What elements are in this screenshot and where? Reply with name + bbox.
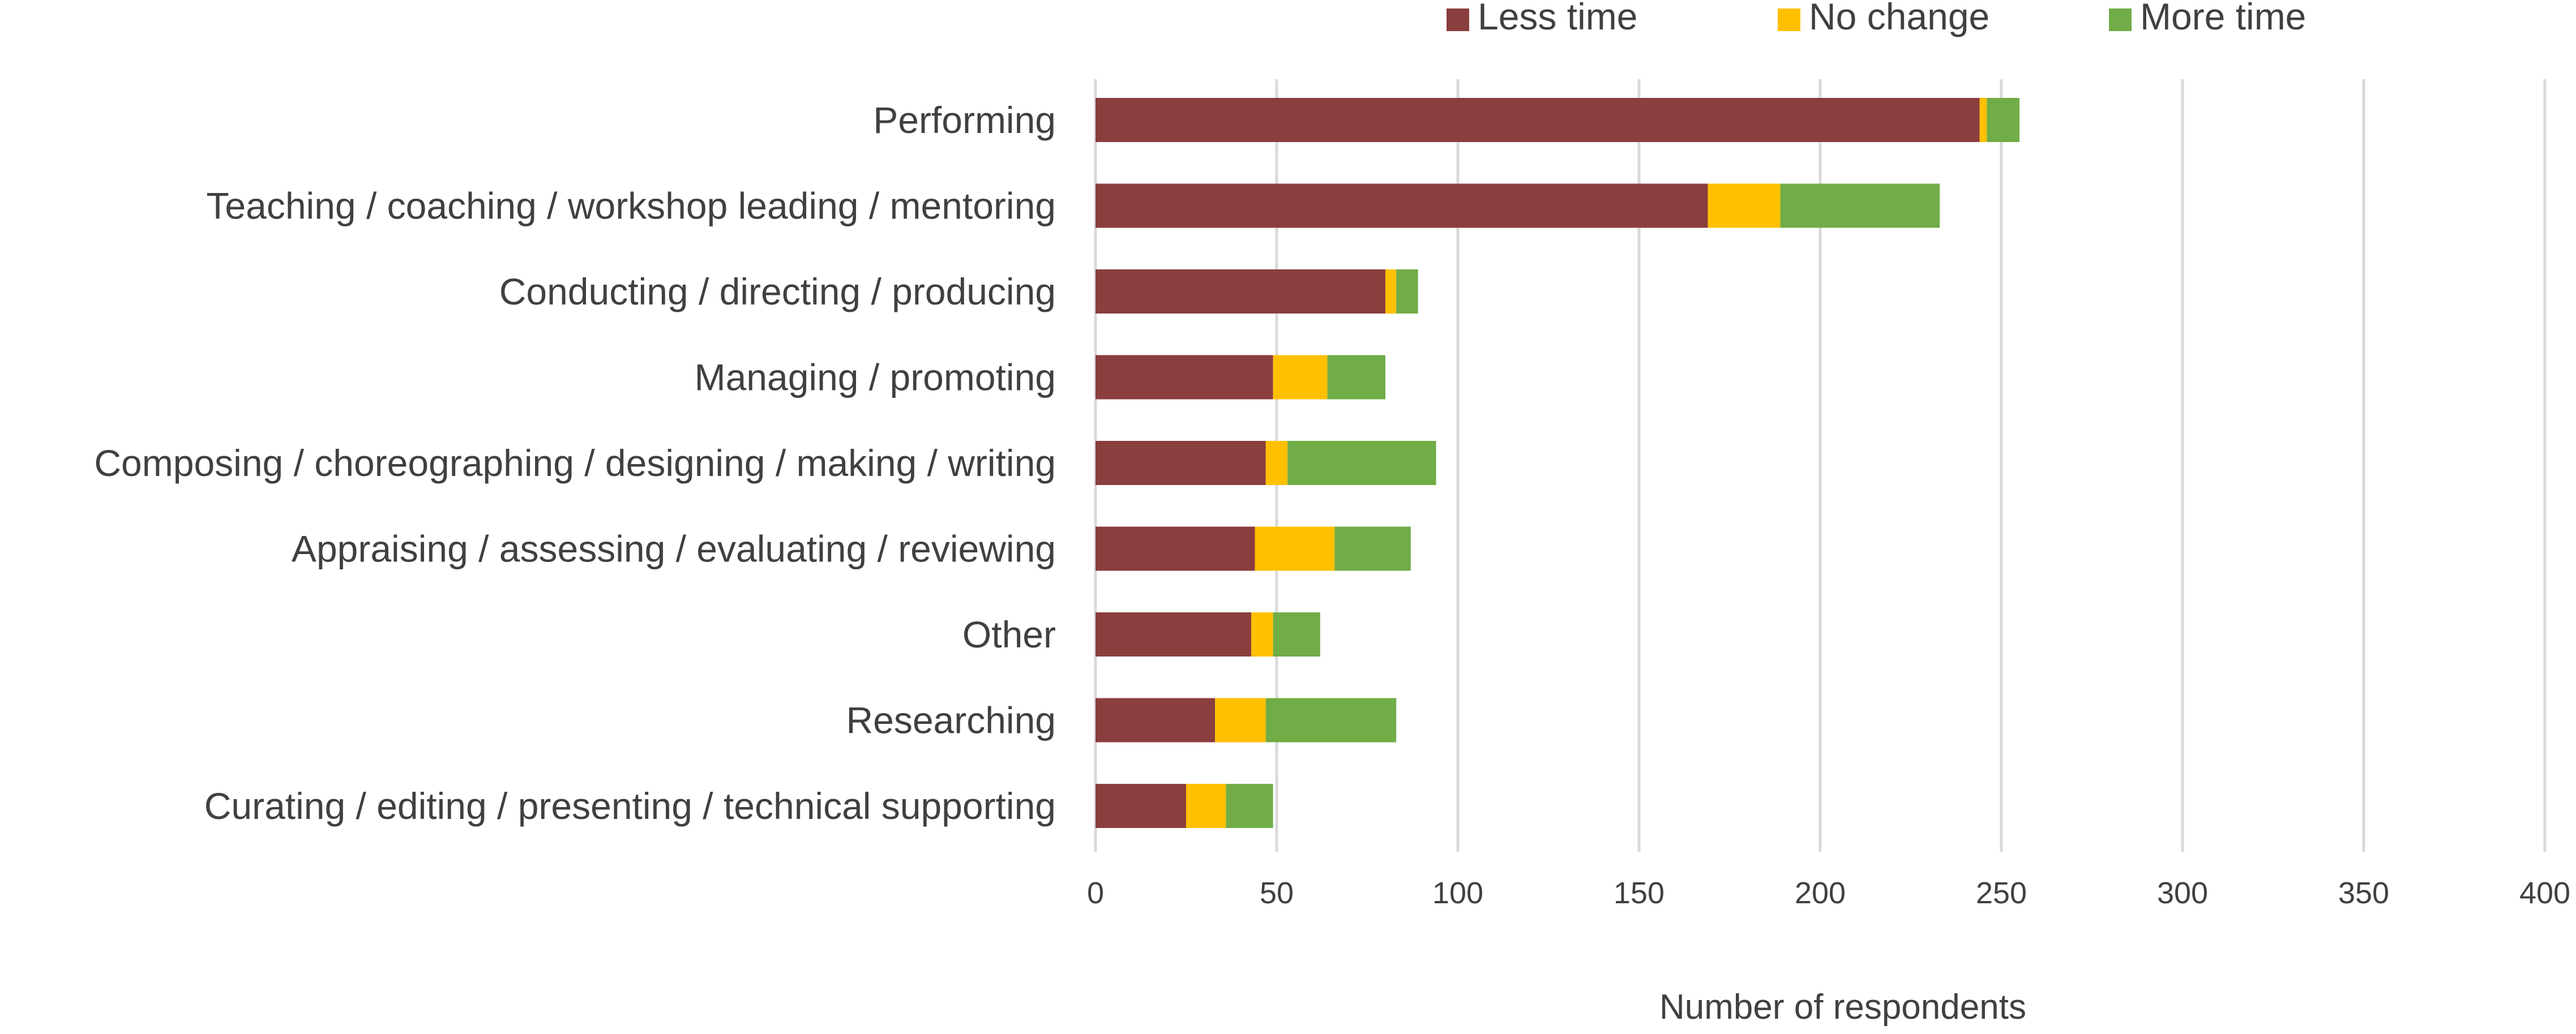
x-tick-labels: 0 50 100 150 200 250 300 350 400 (1087, 876, 2570, 910)
legend-swatch (1778, 8, 1800, 31)
x-tick-label: 200 (1795, 876, 1846, 910)
bar-segment (1186, 784, 1226, 828)
category-labels: Performing Teaching / coaching / workshop… (94, 99, 1056, 827)
legend-label: Less time (1478, 0, 1637, 37)
x-tick-label: 400 (2519, 876, 2570, 910)
x-tick-label: 150 (1614, 876, 1664, 910)
legend-swatch (2109, 8, 2132, 31)
bar-segment (1096, 441, 1266, 485)
legend-label: More time (2140, 0, 2306, 37)
bar-segment (1096, 784, 1186, 828)
x-tick-label: 250 (1976, 876, 2027, 910)
bar-segment (1226, 784, 1273, 828)
bar-segment (1096, 183, 1708, 228)
bar-segment (1327, 355, 1385, 400)
bar-segment (1096, 269, 1385, 314)
category-label: Teaching / coaching / workshop leading /… (206, 185, 1056, 227)
bar-segment (1396, 269, 1418, 314)
bar-segment (1708, 183, 1781, 228)
x-tick-label: 100 (1432, 876, 1483, 910)
bar-segment (1265, 441, 1288, 485)
category-label: Managing / promoting (695, 357, 1056, 398)
bar-segment (1255, 526, 1335, 571)
x-axis-title: Number of respondents (1659, 988, 2026, 1027)
x-tick-label: 0 (1087, 876, 1104, 910)
category-label: Conducting / directing / producing (499, 271, 1056, 312)
category-label: Other (962, 613, 1056, 655)
x-tick-label: 50 (1260, 876, 1294, 910)
bar-segment (1334, 526, 1411, 571)
bar-segment (1265, 698, 1397, 743)
legend-swatch (1447, 8, 1469, 31)
bar-segment (1096, 698, 1216, 743)
legend: Less time No change More time (1447, 0, 2306, 37)
bar-segment (1273, 612, 1320, 657)
category-label: Researching (846, 700, 1056, 741)
x-tick-label: 300 (2157, 876, 2208, 910)
bar-segment (1987, 98, 2019, 142)
bar-segment (1215, 698, 1266, 743)
category-label: Appraising / assessing / evaluating / re… (292, 528, 1056, 570)
bar-segment (1780, 183, 1940, 228)
bar-segment (1096, 526, 1255, 571)
legend-label: No change (1809, 0, 1989, 37)
category-label: Performing (873, 99, 1056, 141)
x-tick-label: 350 (2338, 876, 2389, 910)
bar-segment (1287, 441, 1436, 485)
bar-segment (1096, 355, 1273, 400)
category-label: Curating / editing / presenting / techni… (204, 785, 1056, 827)
bar-segment (1096, 98, 1980, 142)
bar-segment (1979, 98, 1987, 142)
bar-segment (1251, 612, 1273, 657)
bar-segment (1273, 355, 1328, 400)
bar-segment (1385, 269, 1397, 314)
category-label: Composing / choreographing / designing /… (94, 442, 1056, 484)
bar-segment (1096, 612, 1252, 657)
bars (1096, 98, 2019, 828)
